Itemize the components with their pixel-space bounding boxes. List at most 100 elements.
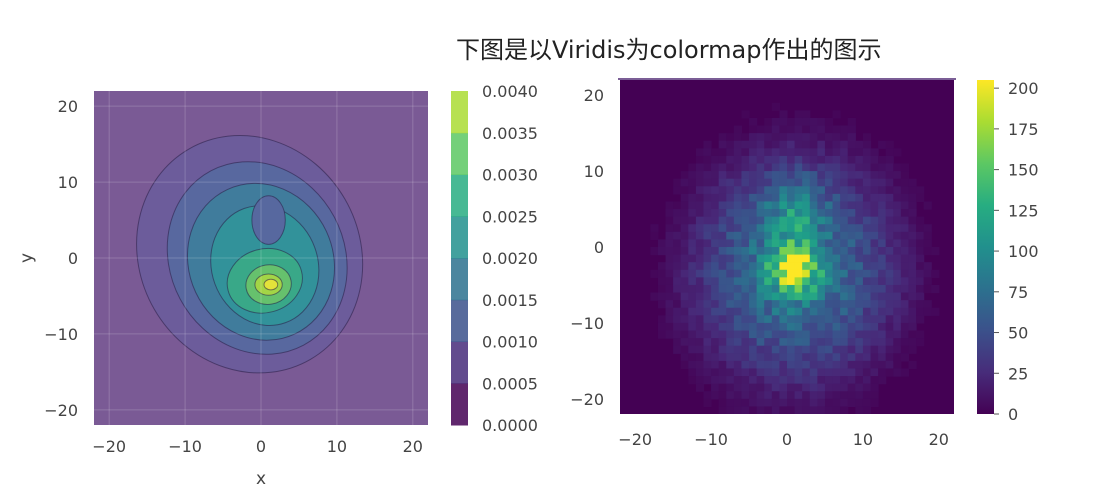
heatmap-cell [794,178,803,187]
heatmap-cell [779,353,788,362]
heatmap-cell [787,178,796,187]
heatmap-cell [885,163,894,172]
heatmap-cell [847,231,856,241]
heatmap-cell [885,368,894,377]
heatmap-cell [832,269,841,278]
heatmap-cell [726,201,735,210]
heatmap-cell [695,193,705,203]
heatmap-cell [916,330,925,339]
heatmap-cell [756,125,765,134]
heatmap-cell [847,269,856,278]
heatmap-cell [787,376,796,385]
heatmap-cell [680,315,689,324]
heatmap-cell [726,193,735,203]
heatmap-cell [893,360,902,370]
heatmap-cell [771,338,781,347]
heatmap-cell [771,125,781,134]
heatmap-cell [771,254,781,263]
heatmap-cell [824,269,834,278]
heatmap-cell [733,231,743,241]
heatmap-cell [817,277,826,286]
heatmap-cell [885,171,894,180]
heatmap-cell [923,247,932,256]
heatmap-cell [771,117,781,127]
heatmap-cell [680,171,689,180]
heatmap-cell [832,360,841,370]
heatmap-cell [673,224,682,233]
heatmap-cell [756,231,765,241]
heatmap-cell [809,216,818,225]
heatmap-cell [718,247,727,256]
heatmap-cell [885,193,894,203]
heatmap-cell [855,254,864,263]
heatmap-cell [824,148,834,157]
heatmap-cell [749,269,758,278]
heatmap-cell [787,391,796,400]
heatmap-cell [870,322,879,332]
heatmap-cell [787,406,796,414]
heatmap-cell [680,338,689,347]
x-axis-label: x [256,469,266,489]
heatmap-cell [832,193,841,203]
heatmap-cell [703,376,712,385]
heatmap-cell [802,338,811,347]
heatmap-cell [847,383,856,392]
heatmap-cell [703,254,712,263]
heatmap-cell [688,186,697,195]
heatmap-cell [802,376,811,385]
heatmap-cell [794,133,803,142]
heatmap-cell [878,300,887,309]
heatmap-cell [787,209,796,218]
heatmap-cell [916,231,925,241]
heatmap-cell [688,163,697,172]
heatmap-cell [695,322,705,332]
heatmap-cell [787,398,796,408]
colorbar-band [451,258,468,301]
heatmap-cell [764,284,773,294]
heatmap-cell [847,391,856,400]
heatmap-cell [893,315,902,324]
heatmap-cell [787,292,796,301]
heatmap-cell [832,322,841,332]
heatmap-cell [870,360,879,370]
heatmap-colorbar-tick-label: 75 [1008,283,1028,302]
heatmap-cell [779,254,788,263]
heatmap-cell [908,262,917,271]
heatmap-cell [673,216,682,225]
heatmap-colorbar-tick-label: 175 [1008,120,1039,139]
heatmap-cell [779,277,788,286]
heatmap-cell [680,353,689,362]
heatmap-cell [673,300,682,309]
heatmap-cell [657,322,667,332]
heatmap-cell [726,368,735,377]
heatmap-cell [809,178,818,187]
heatmap-cell [802,209,811,218]
heatmap-cell [733,125,743,134]
heatmap-cell [794,368,803,377]
heatmap-cell [764,117,773,127]
heatmap-cell [817,391,826,400]
heatmap-cell [733,353,743,362]
heatmap-cell [809,292,818,301]
heatmap-cell [673,322,682,332]
heatmap-cell [771,307,781,316]
heatmap-cell [749,406,758,414]
heatmap-cell [862,155,872,165]
heatmap-cell [741,368,750,377]
heatmap-cell [688,307,697,316]
heatmap-cell [832,171,841,180]
heatmap-cell [695,163,705,172]
heatmap-cell [688,315,697,324]
heatmap-cell [840,171,849,180]
heatmap-cell [802,368,811,377]
heatmap-colorbar-tick-label: 100 [1008,242,1039,261]
left-y-tick-label: 0 [68,249,78,268]
heatmap-cell [726,163,735,172]
heatmap-cell [733,193,743,203]
heatmap-cell [771,398,781,408]
heatmap-cell [862,216,872,225]
heatmap-cell [749,148,758,157]
heatmap-cell [840,148,849,157]
heatmap-cell [741,193,750,203]
heatmap-cell [824,209,834,218]
